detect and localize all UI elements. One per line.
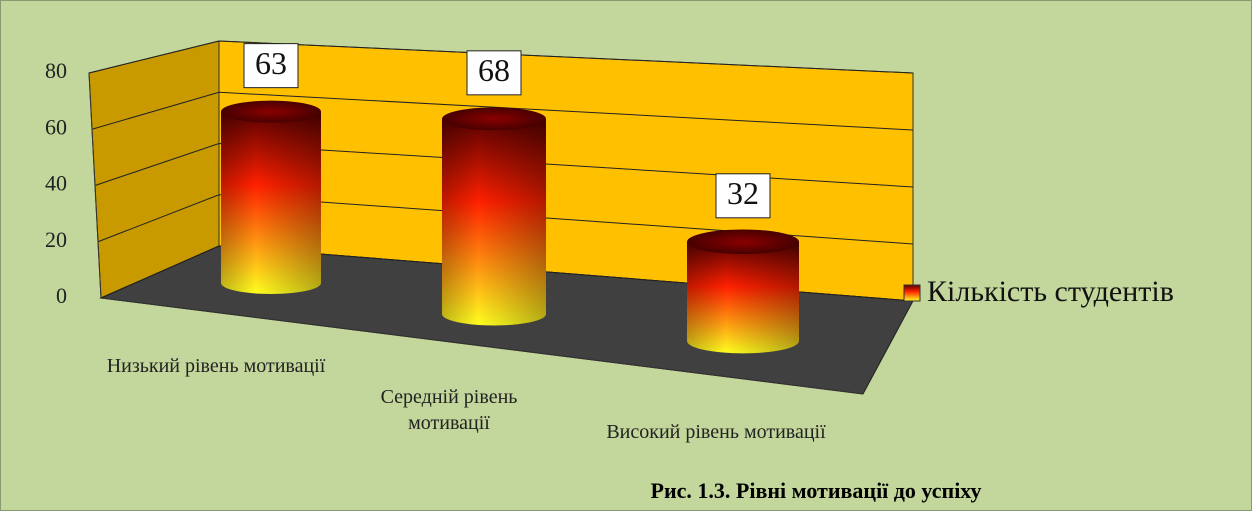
bar-top <box>442 107 546 131</box>
y-tick-label: 80 <box>45 58 67 83</box>
data-label: 63 <box>255 45 287 81</box>
grid-line <box>88 40 914 74</box>
data-label-box <box>715 173 771 219</box>
chart-title: Рис. 1.3. Рівні мотивації до успіху <box>651 478 982 503</box>
data-label-box <box>243 43 299 89</box>
y-tick-label: 0 <box>56 283 67 308</box>
data-label: 32 <box>727 175 759 211</box>
legend-label: Кількість студентів <box>927 275 1174 308</box>
bar-shade <box>442 118 546 326</box>
bar-shade <box>221 111 321 294</box>
grid-line <box>91 91 914 131</box>
bar-shade <box>687 241 799 354</box>
y-tick-label: 40 <box>45 171 67 196</box>
grid-line <box>94 142 914 188</box>
x-tick-label: Високий рівень мотивації <box>606 421 826 443</box>
x-tick-label: Середній рівень мотивації <box>380 386 518 434</box>
data-label-box <box>466 50 522 96</box>
data-label: 68 <box>478 52 510 88</box>
x-tick-label: Низький рівень мотивації <box>106 355 326 377</box>
axis-line <box>100 297 864 395</box>
y-tick-label: 60 <box>45 114 67 139</box>
legend-swatch <box>903 284 921 302</box>
grid-line <box>100 245 914 302</box>
grid-line <box>97 194 914 245</box>
y-tick-label: 20 <box>45 227 67 252</box>
bar-top <box>687 229 799 255</box>
bar-top <box>221 100 321 123</box>
